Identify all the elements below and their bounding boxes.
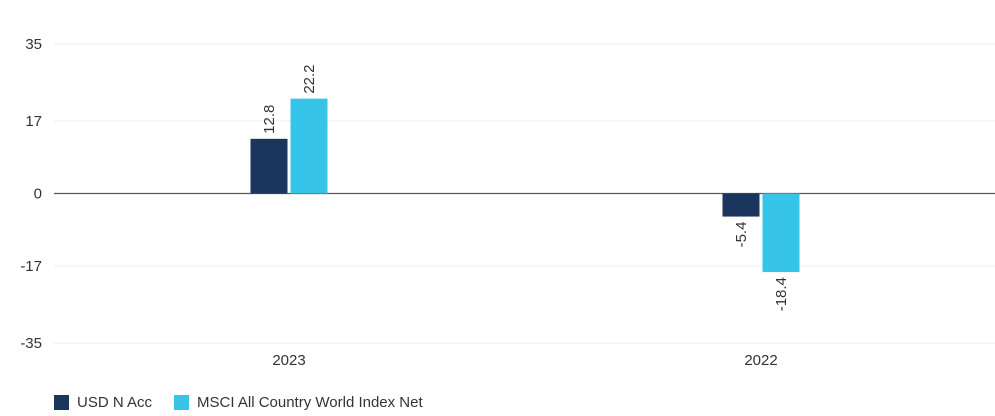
data-label: 22.2 (301, 64, 318, 93)
x-axis: 2023 2022 (272, 352, 777, 369)
legend-item-series-2: MSCI All Country World Index Net (174, 394, 423, 411)
legend-label-series-1: USD N Acc (77, 394, 153, 411)
y-tick-label: -17 (20, 258, 42, 275)
y-tick-label: 17 (25, 113, 42, 130)
legend-swatch-series-1 (54, 395, 69, 410)
y-axis: 35 17 0 -17 -35 (20, 36, 42, 352)
legend-swatch-series-2 (174, 395, 190, 410)
legend: USD N Acc MSCI All Country World Index N… (54, 394, 423, 411)
bar-2023-series-2 (290, 98, 328, 194)
x-tick-label: 2022 (744, 352, 777, 369)
legend-label-series-2: MSCI All Country World Index Net (197, 394, 423, 411)
data-label: -5.4 (733, 222, 750, 248)
data-label: 12.8 (261, 105, 278, 134)
y-tick-label: -35 (20, 335, 42, 352)
bars: 12.8 22.2 -5.4 -18.4 (250, 64, 800, 311)
bar-2022-series-1 (722, 193, 760, 217)
bar-2022-series-2 (762, 193, 800, 273)
legend-item-series-1: USD N Acc (54, 394, 152, 411)
grid-lines (54, 43, 995, 344)
y-tick-label: 35 (25, 36, 42, 53)
bar-2023-series-1 (250, 138, 288, 194)
bar-chart: 35 17 0 -17 -35 12.8 22.2 -5.4 -18.4 2023 2022 (20, 36, 995, 369)
x-tick-label: 2023 (272, 352, 305, 369)
y-tick-label: 0 (34, 186, 42, 203)
data-label: -18.4 (773, 277, 790, 311)
